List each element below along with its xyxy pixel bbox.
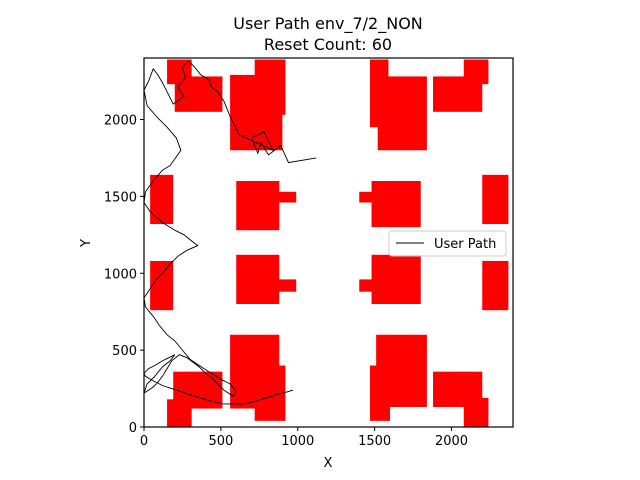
obstacle-3 <box>254 59 286 115</box>
obstacle-21 <box>173 371 223 409</box>
path-layer <box>144 60 317 405</box>
obstacle-10 <box>273 191 297 203</box>
y-tick-label: 0 <box>129 421 137 436</box>
obstacle-27 <box>463 397 489 427</box>
x-tick-label: 500 <box>208 434 233 449</box>
y-axis-label: Y <box>79 239 94 248</box>
obstacle-15 <box>236 254 280 304</box>
obstacle-25 <box>376 334 427 408</box>
y-tick-label: 2000 <box>104 114 137 129</box>
chart-subtitle: Reset Count: 60 <box>264 35 392 54</box>
legend-label-user-path: User Path <box>434 237 496 252</box>
obstacle-7 <box>463 59 489 85</box>
x-tick-label: 1500 <box>358 434 391 449</box>
plot-frame <box>143 57 514 428</box>
obstacle-19 <box>482 260 509 311</box>
obstacle-9 <box>236 181 280 231</box>
obstacle-5 <box>377 76 427 151</box>
obstacle-23 <box>254 365 286 421</box>
legend-box <box>388 230 507 257</box>
obstacle-18 <box>371 254 421 304</box>
x-axis-label: X <box>324 456 333 471</box>
x-tick-label: 1000 <box>281 434 314 449</box>
obstacle-8 <box>150 174 174 225</box>
obstacle-layer <box>150 59 509 427</box>
obstacle-13 <box>482 174 509 225</box>
obstacle-16 <box>273 279 297 292</box>
y-tick-label: 500 <box>112 344 137 359</box>
obstacle-11 <box>359 191 375 203</box>
y-tick-label: 1000 <box>104 267 137 282</box>
obstacle-17 <box>359 279 375 292</box>
legend: User Path <box>388 230 507 257</box>
obstacle-12 <box>371 181 421 228</box>
x-tick-label: 2000 <box>435 434 468 449</box>
y-axis-ticks: 0 500 1000 1500 2000 <box>104 114 144 436</box>
x-tick-label: 0 <box>140 434 148 449</box>
y-tick-label: 1500 <box>104 190 137 205</box>
chart-title: User Path env_7/2_NON <box>233 14 423 34</box>
obstacle-14 <box>150 260 174 311</box>
x-axis-ticks: 0 500 1000 1500 2000 <box>140 427 468 449</box>
series-line-user-path <box>144 60 317 405</box>
